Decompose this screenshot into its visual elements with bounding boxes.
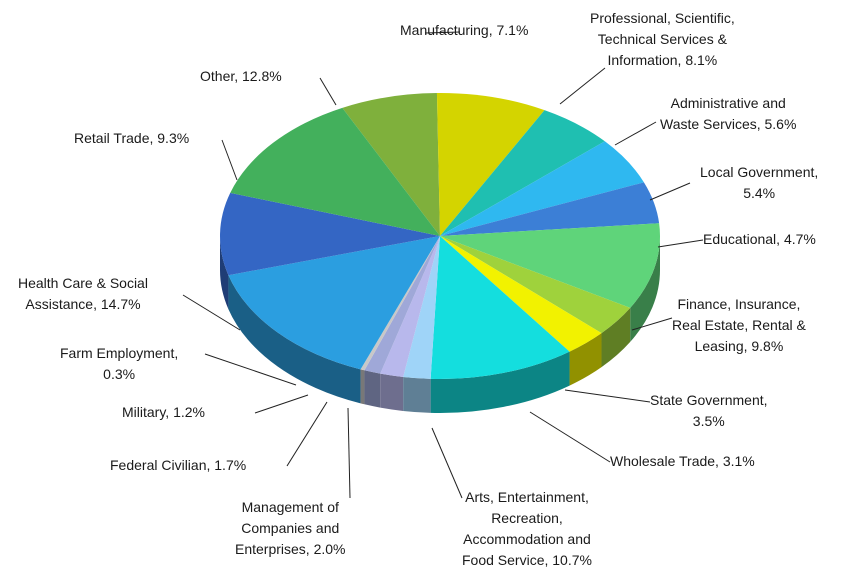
leader-line-professional-scientific-technical-services-information-8-1 — [559, 67, 606, 105]
pie-slice-wholesale-trade-3-1 — [440, 236, 602, 352]
leader-line-military-1-2 — [254, 394, 309, 414]
slice-label-military-1-2: Military, 1.2% — [122, 402, 205, 423]
slice-label-state-government-3-5: State Government, 3.5% — [650, 390, 768, 432]
slice-label-line: Real Estate, Rental & — [672, 317, 806, 333]
slice-label-line: Federal Civilian, 1.7% — [110, 457, 247, 473]
pie-slice-educational-4-7 — [440, 182, 660, 236]
pie-top — [220, 93, 660, 379]
leader-line-administrative-and-waste-services-5-6 — [614, 121, 657, 146]
pie-wall-farm-employment-0-3 — [360, 369, 365, 405]
pie-wall-state-government-3-5 — [601, 307, 631, 368]
slice-label-line: Administrative and — [670, 95, 786, 111]
pie-wall-finance-insurance-real-estate-rental-leasing-9-8 — [630, 236, 660, 342]
slice-label-line: 5.4% — [743, 185, 776, 201]
slice-label-other-12-8: Other, 12.8% — [200, 66, 282, 87]
leader-line-educational-4-7 — [657, 239, 704, 248]
pie-slice-military-1-2 — [364, 236, 440, 374]
leader-line-farm-employment-0-3 — [204, 353, 297, 386]
pie-slice-local-government-5-4 — [440, 141, 644, 236]
pie-slice-farm-employment-0-3 — [360, 236, 440, 371]
slice-label-line: Manufacturing, 7.1% — [400, 22, 529, 38]
slice-label-line: Professional, Scientific, — [590, 10, 735, 26]
slice-label-line: Wholesale Trade, 3.1% — [610, 453, 755, 469]
slice-label-line: Recreation, — [491, 510, 563, 526]
slice-label-wholesale-trade-3-1: Wholesale Trade, 3.1% — [610, 451, 755, 472]
slice-label-line: Technical Services & — [597, 31, 727, 47]
pie-wall-management-of-companies-and-enterprises-2-0 — [403, 376, 431, 413]
leader-line-wholesale-trade-3-1 — [529, 411, 611, 463]
leader-line-manufacturing-7-1 — [424, 31, 461, 34]
slice-label-retail-trade-9-3: Retail Trade, 9.3% — [74, 128, 189, 149]
slice-label-professional-scientific-technical-services-information-8-1: Professional, Scientific, Technical Servi… — [590, 8, 735, 71]
slice-label-health-care-social-assistance-14-7: Health Care & Social Assistance, 14.7% — [18, 273, 148, 315]
pie-slice-federal-civilian-1-7 — [380, 236, 440, 377]
slice-label-line: State Government, — [650, 392, 768, 408]
pie-slice-manufacturing-7-1 — [342, 93, 440, 237]
slice-label-line: Accommodation and — [463, 531, 591, 547]
slice-label-line: Information, 8.1% — [607, 52, 718, 68]
slice-label-local-government-5-4: Local Government, 5.4% — [700, 162, 818, 204]
slice-label-line: Other, 12.8% — [200, 68, 282, 84]
slice-label-finance-insurance-real-estate-rental-leasing-9-8: Finance, Insurance, Real Estate, Rental &… — [672, 294, 806, 357]
pie-slice-retail-trade-9-3 — [220, 192, 440, 276]
pie-wall-arts-entertainment-recreation-accommodation-and-food-service-10-7 — [430, 351, 570, 413]
slice-label-line: Companies and — [241, 520, 340, 536]
pie-wall-wholesale-trade-3-1 — [569, 333, 602, 386]
leader-line-retail-trade-9-3 — [221, 139, 238, 181]
slice-label-line: Health Care & Social — [18, 275, 148, 291]
slice-label-line: Waste Services, 5.6% — [660, 116, 797, 132]
slice-label-line: Local Government, — [700, 164, 819, 180]
leader-lines — [182, 31, 704, 499]
slice-label-manufacturing-7-1: Manufacturing, 7.1% — [400, 20, 528, 41]
leader-line-health-care-social-assistance-14-7 — [182, 294, 241, 331]
pie-wall-military-1-2 — [364, 370, 381, 408]
leader-line-other-12-8 — [319, 77, 337, 106]
leader-line-federal-civilian-1-7 — [286, 401, 328, 467]
pie-slice-health-care-social-assistance-14-7 — [228, 236, 440, 370]
slice-label-management-of-companies-and-enterprises-2-0: Management of Companies and Enterprises, 2… — [235, 497, 346, 560]
leader-line-state-government-3-5 — [564, 389, 651, 403]
slice-label-line: 3.5% — [692, 413, 725, 429]
slice-label-line: Finance, Insurance, — [677, 296, 801, 312]
pie-slice-other-12-8 — [230, 107, 440, 236]
slice-label-line: Retail Trade, 9.3% — [74, 130, 190, 146]
slice-label-line: Leasing, 9.8% — [694, 338, 784, 354]
slice-label-line: Arts, Entertainment, — [465, 489, 589, 505]
pie-slice-professional-scientific-technical-services-information-8-1 — [436, 93, 545, 236]
slice-label-educational-4-7: Educational, 4.7% — [703, 229, 816, 250]
slice-label-line: Farm Employment, — [60, 345, 179, 361]
slice-label-federal-civilian-1-7: Federal Civilian, 1.7% — [110, 455, 246, 476]
slice-label-line: Assistance, 14.7% — [25, 296, 141, 312]
pie-wall-health-care-social-assistance-14-7 — [228, 275, 361, 404]
pie-slice-state-government-3-5 — [440, 236, 631, 334]
slice-label-line: Educational, 4.7% — [703, 231, 816, 247]
slice-label-arts-entertainment-recreation-accommodation-and-food-service-10-7: Arts, Entertainment, Recreation, Accommoda… — [462, 487, 592, 571]
leader-line-arts-entertainment-recreation-accommodation-and-food-service-10-7 — [431, 427, 463, 499]
pie-slice-arts-entertainment-recreation-accommodation-and-food-service-10-7 — [430, 236, 570, 379]
leader-line-local-government-5-4 — [649, 182, 691, 201]
slice-label-line: Management of — [241, 499, 339, 515]
pie-slice-administrative-and-waste-services-5-6 — [440, 110, 605, 236]
pie-slice-finance-insurance-real-estate-rental-leasing-9-8 — [440, 223, 660, 308]
pie-slice-management-of-companies-and-enterprises-2-0 — [403, 236, 440, 379]
pie-side-walls — [220, 236, 660, 413]
pie-wall-federal-civilian-1-7 — [380, 373, 404, 411]
slice-label-line: 0.3% — [103, 366, 136, 382]
slice-label-administrative-and-waste-services-5-6: Administrative and Waste Services, 5.6% — [660, 93, 796, 135]
slice-label-line: Military, 1.2% — [122, 404, 205, 420]
leader-line-finance-insurance-real-estate-rental-leasing-9-8 — [631, 317, 673, 331]
leader-line-management-of-companies-and-enterprises-2-0 — [347, 407, 351, 499]
slice-label-line: Food Service, 10.7% — [462, 552, 592, 568]
slice-label-line: Enterprises, 2.0% — [235, 541, 346, 557]
pie-wall-retail-trade-9-3 — [220, 236, 229, 310]
slice-label-farm-employment-0-3: Farm Employment, 0.3% — [60, 343, 178, 385]
